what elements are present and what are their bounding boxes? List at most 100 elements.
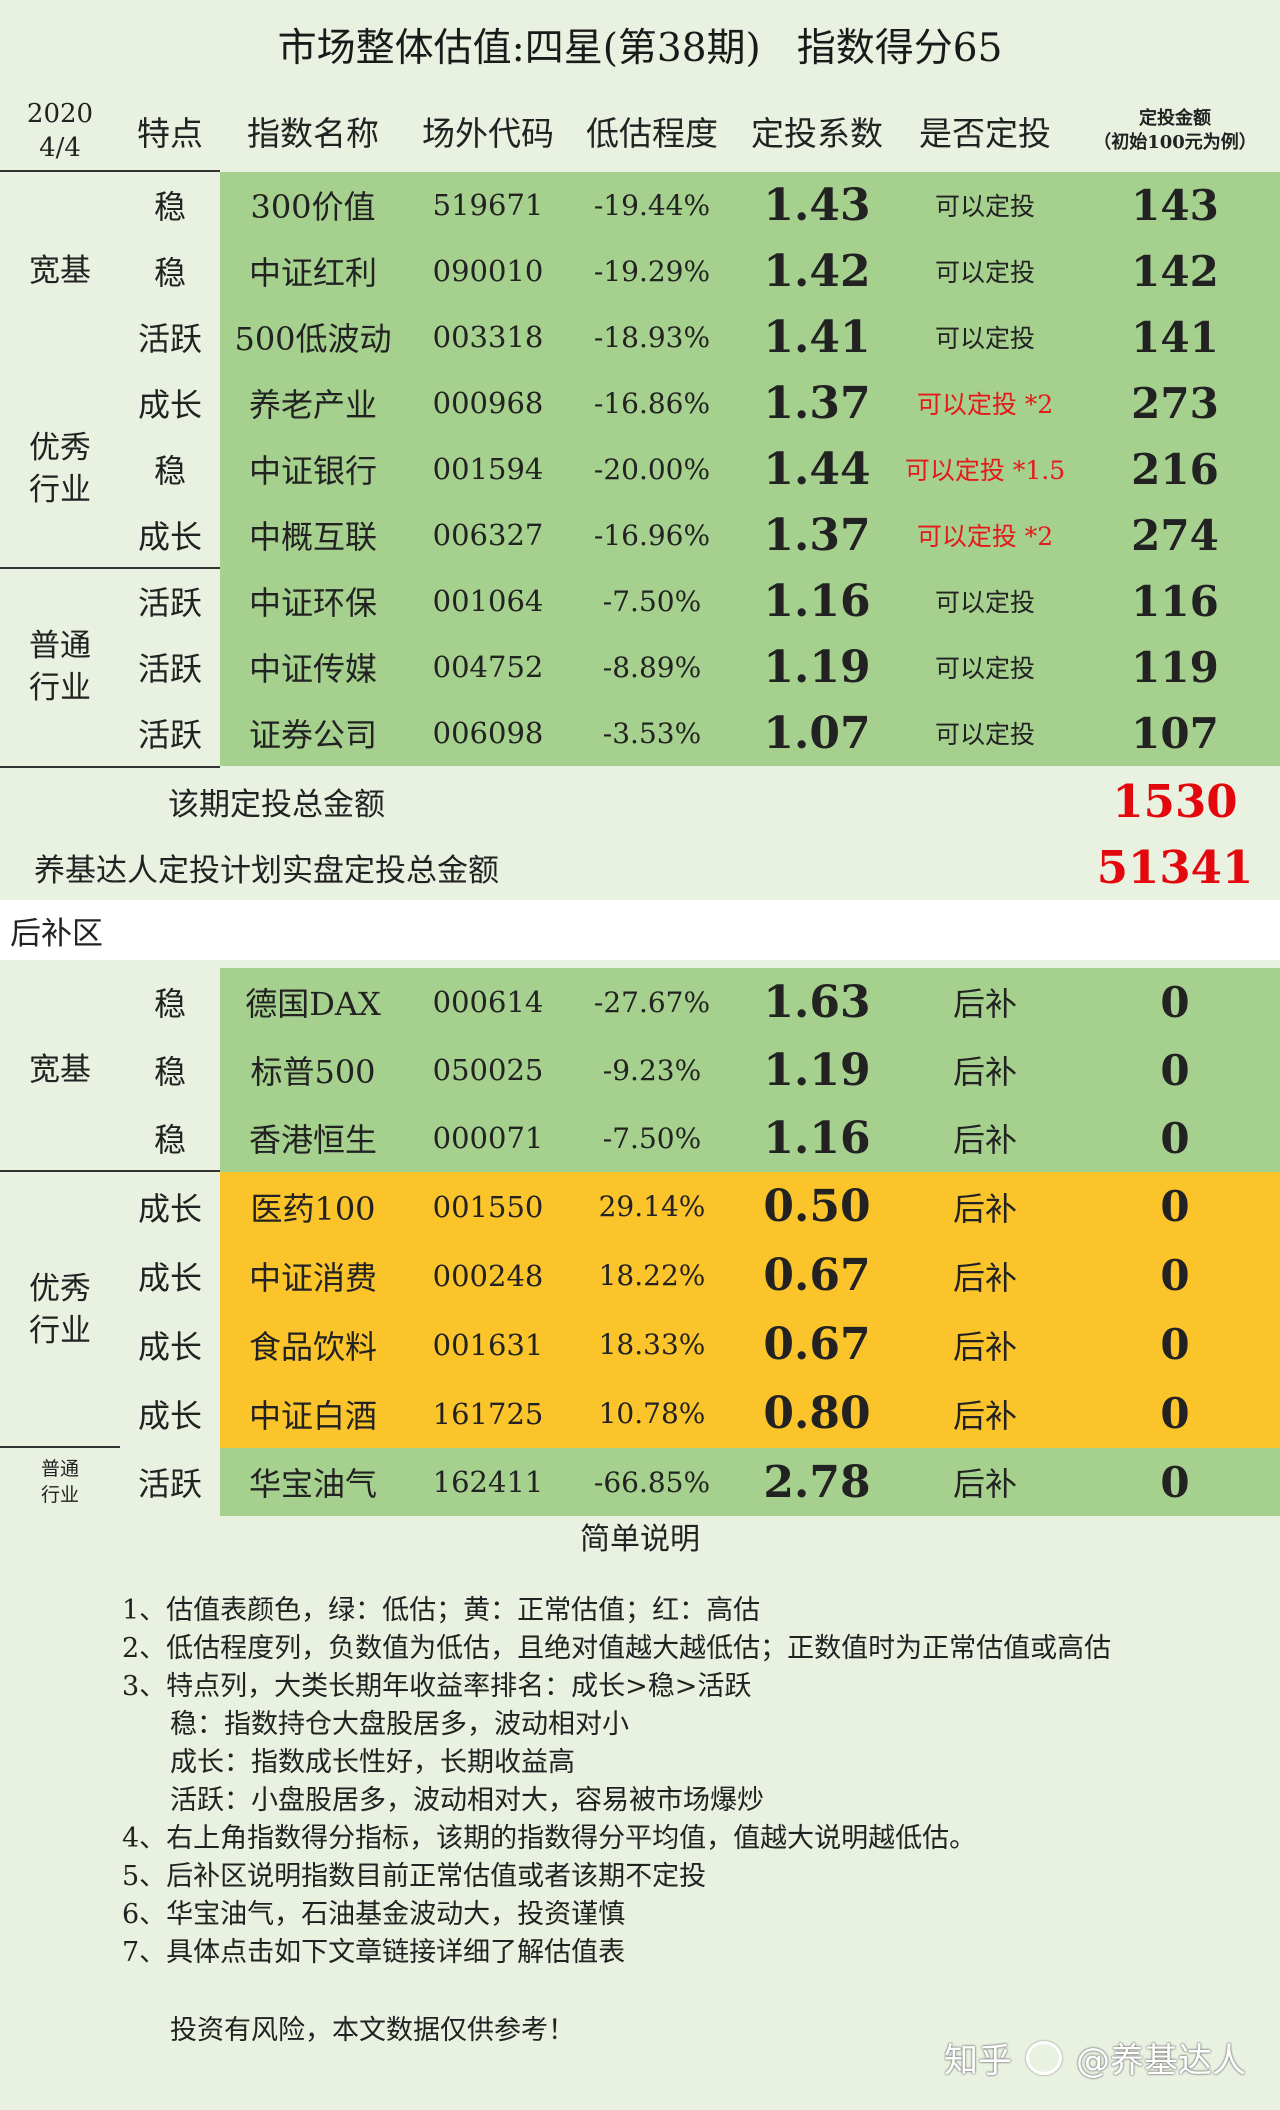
code-cell: 050025: [406, 1036, 570, 1104]
backup-group-normal: 普通 行业: [0, 1448, 120, 1516]
amount-cell: 141: [1070, 304, 1280, 370]
feature-cell: 稳: [153, 452, 186, 490]
index-name-cell: 中证银行: [220, 436, 406, 502]
table-row: 活跃 证券公司 006098 -3.53% 1.07 可以定投 107: [0, 700, 1280, 766]
note-line: 活跃：小盘股居多，波动相对大，容易被市场爆炒: [170, 1785, 764, 1816]
invest-cell: 可以定投: [900, 304, 1070, 370]
coef-cell: 1.16: [734, 568, 900, 634]
backup-group-broad: 宽基: [0, 968, 120, 1172]
code-cell: 090010: [406, 238, 570, 304]
header-amount-line2: （初始100元为例）: [1093, 132, 1257, 153]
undervalue-cell: 18.33%: [570, 1310, 734, 1379]
code-cell: 001064: [406, 568, 570, 634]
coef-cell: 1.37: [734, 502, 900, 568]
coef-cell: 1.16: [734, 1104, 900, 1172]
code-cell: 001631: [406, 1310, 570, 1379]
amount-cell: 0: [1070, 1241, 1280, 1310]
undervalue-cell: -16.86%: [570, 370, 734, 436]
coef-cell: 2.78: [734, 1448, 900, 1516]
feature-cell: 稳: [153, 985, 186, 1023]
index-name-cell: 中证消费: [220, 1241, 406, 1310]
header-date: 2020 4/4: [0, 90, 120, 172]
invest-cell: 可以定投: [900, 568, 1070, 634]
index-name-cell: 标普500: [220, 1036, 406, 1104]
invest-cell: 可以定投 *2: [900, 370, 1070, 436]
invest-cell: 后补: [900, 1448, 1070, 1516]
note-line: 1、估值表颜色，绿：低估；黄：正常估值；红：高估: [122, 1595, 761, 1626]
feature-cell: 成长: [137, 1396, 202, 1435]
feature-cell: 成长: [137, 518, 202, 556]
invest-cell: 后补: [900, 1379, 1070, 1448]
table-row: 成长 食品饮料 001631 18.33% 0.67 后补 0: [0, 1310, 1280, 1379]
table-header: 2020 4/4 特点 指数名称 场外代码 低估程度 定投系数 是否定投 定投金…: [0, 90, 1280, 172]
group-excellent-label2: 行业: [29, 472, 91, 508]
note-disclaimer: 投资有风险，本文数据仅供参考！: [170, 2015, 575, 2046]
group-normal-label1: 普通: [29, 628, 91, 664]
plan-total-row: 养基达人定投计划实盘定投总金额 51341: [0, 834, 1280, 900]
index-name-cell: 养老产业: [220, 370, 406, 436]
amount-cell: 274: [1070, 502, 1280, 568]
invest-cell: 可以定投: [900, 634, 1070, 700]
table-row: 稳中证银行 001594 -20.00% 1.44 可以定投 *1.5 216: [0, 436, 1280, 502]
code-cell: 519671: [406, 172, 570, 238]
index-name-cell: 德国DAX: [220, 968, 406, 1036]
header-divider: [0, 170, 220, 172]
notes-title: 简单说明: [580, 1522, 700, 1557]
plan-total-label: 养基达人定投计划实盘定投总金额: [34, 852, 499, 889]
header-feature: 特点: [137, 114, 203, 153]
note-line: 4、右上角指数得分指标，该期的指数得分平均值，值越大说明越低估。: [122, 1823, 977, 1854]
undervalue-cell: -19.29%: [570, 238, 734, 304]
feature-cell: 活跃: [137, 716, 202, 754]
amount-cell: 0: [1070, 968, 1280, 1036]
header-date-day: 4/4: [39, 133, 81, 163]
group-excellent-label1: 优秀: [29, 430, 91, 466]
invest-cell: 可以定投 *1.5: [900, 436, 1070, 502]
amount-cell: 216: [1070, 436, 1280, 502]
header-amount: 定投金额 （初始100元为例）: [1070, 90, 1280, 172]
table-row: 成长 中证白酒 161725 10.78% 0.80 后补 0: [0, 1379, 1280, 1448]
backup-group-divider: [0, 1446, 120, 1448]
coef-cell: 1.63: [734, 968, 900, 1036]
code-cell: 161725: [406, 1379, 570, 1448]
wechat-icon: [1026, 2040, 1062, 2075]
invest-cell: 后补: [900, 1241, 1070, 1310]
table-row: 成长 养老产业 000968 -16.86% 1.37 可以定投 *2 273: [0, 370, 1280, 436]
notes-section: 简单说明 1、估值表颜色，绿：低估；黄：正常估值；红：高估 2、低估程度列，负数…: [0, 1508, 1280, 2110]
undervalue-cell: -66.85%: [570, 1448, 734, 1516]
invest-cell: 可以定投: [900, 172, 1070, 238]
coef-cell: 1.37: [734, 370, 900, 436]
index-name-cell: 中证白酒: [220, 1379, 406, 1448]
table-row: 稳中证红利 090010 -19.29% 1.42 可以定投 142: [0, 238, 1280, 304]
undervalue-cell: -20.00%: [570, 436, 734, 502]
backup-group-excellent: 优秀 行业: [0, 1172, 120, 1448]
table-row: 活跃 中证传媒 004752 -8.89% 1.19 可以定投 119: [0, 634, 1280, 700]
feature-cell: 活跃: [137, 650, 202, 688]
amount-cell: 107: [1070, 700, 1280, 766]
feature-cell: 活跃: [137, 584, 202, 622]
period-total-value: 1530: [1112, 774, 1238, 828]
amount-cell: 0: [1070, 1104, 1280, 1172]
header-amount-line1: 定投金额: [1139, 108, 1211, 129]
amount-cell: 273: [1070, 370, 1280, 436]
amount-cell: 119: [1070, 634, 1280, 700]
coef-cell: 1.41: [734, 304, 900, 370]
index-name-cell: 500低波动: [220, 304, 406, 370]
feature-cell: 成长: [137, 1189, 202, 1228]
coef-cell: 1.07: [734, 700, 900, 766]
amount-cell: 0: [1070, 1448, 1280, 1516]
table-row: 稳 300价值 519671 -19.44% 1.43 可以定投 143: [0, 172, 1280, 238]
index-name-cell: 中证传媒: [220, 634, 406, 700]
feature-cell: 活跃: [137, 1465, 202, 1503]
table-row: 稳德国DAX 000614 -27.67% 1.63 后补 0: [0, 968, 1280, 1036]
group-normal-label2: 行业: [29, 670, 91, 706]
backup-group-excellent-label2: 行业: [29, 1313, 91, 1349]
code-cell: 162411: [406, 1448, 570, 1516]
coef-cell: 0.67: [734, 1241, 900, 1310]
code-cell: 006327: [406, 502, 570, 568]
amount-cell: 143: [1070, 172, 1280, 238]
backup-section-label: 后补区: [10, 915, 103, 952]
index-name-cell: 食品饮料: [220, 1310, 406, 1379]
index-name-cell: 中概互联: [220, 502, 406, 568]
undervalue-cell: 18.22%: [570, 1241, 734, 1310]
invest-cell: 可以定投: [900, 238, 1070, 304]
